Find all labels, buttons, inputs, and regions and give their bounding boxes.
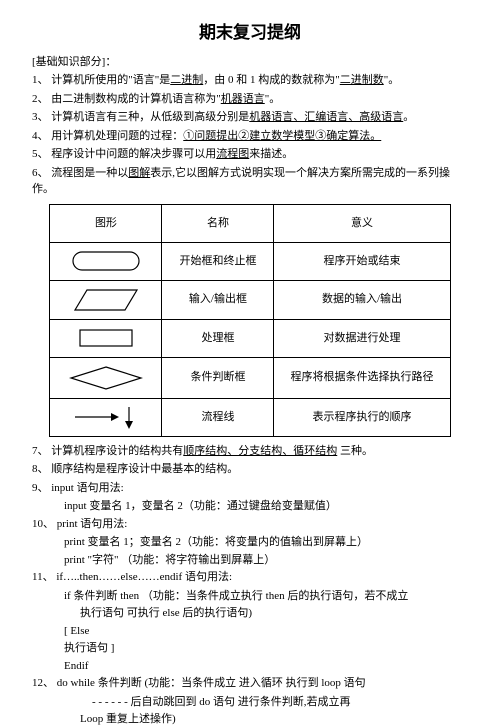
name-io: 输入/输出框 bbox=[162, 280, 274, 319]
item-5-a: 5、 程序设计中问题的解决步骤可以用 bbox=[32, 148, 216, 160]
process-icon bbox=[78, 328, 134, 348]
item-5-u: 流程图 bbox=[216, 148, 249, 160]
table-row: 输入/输出框 数据的输入/输出 bbox=[50, 280, 450, 319]
item-7: 7、 计算机程序设计的结构共有顺序结构、分支结构、循环结构 三种。 bbox=[32, 443, 468, 460]
item-12-line1: - - - - - - 后自动跳回到 do 语句 进行条件判断,若成立再 bbox=[32, 694, 468, 711]
table-row: 条件判断框 程序将根据条件选择执行路径 bbox=[50, 357, 450, 398]
item-4-a: 4、 用计算机处理问题的过程： bbox=[32, 130, 183, 142]
item-12-line2: Loop 重复上述操作) bbox=[32, 711, 468, 728]
item-11-line3: [ Else bbox=[32, 623, 468, 640]
item-5: 5、 程序设计中问题的解决步骤可以用流程图来描述。 bbox=[32, 146, 468, 163]
item-6-u: 图解 bbox=[128, 167, 150, 179]
table-header-row: 图形 名称 意义 bbox=[50, 204, 450, 242]
shape-process bbox=[50, 319, 162, 357]
item-10-line1: print 变量名 1；变量名 2（功能：将变量内的值输出到屏幕上） bbox=[32, 534, 468, 551]
flowchart-shapes-table: 图形 名称 意义 开始框和终止框 程序开始或结束 输入/输出框 数据的输入/输出… bbox=[49, 204, 450, 437]
section-header: [基础知识部分]： bbox=[32, 54, 468, 71]
table-row: 处理框 对数据进行处理 bbox=[50, 319, 450, 357]
table-row: 开始框和终止框 程序开始或结束 bbox=[50, 242, 450, 280]
item-1-u2: 二进制数 bbox=[340, 74, 384, 86]
item-6-a: 6、 流程图是一种以 bbox=[32, 167, 128, 179]
item-1-b: ，由 0 和 1 构成的数就称为" bbox=[203, 74, 340, 86]
flowline-icon bbox=[71, 405, 141, 429]
item-10: 10、 print 语句用法: bbox=[32, 516, 468, 533]
mean-io: 数据的输入/输出 bbox=[274, 280, 450, 319]
mean-process: 对数据进行处理 bbox=[274, 319, 450, 357]
item-2-b: "。 bbox=[265, 93, 281, 105]
item-3-u: 机器语言、汇编语言、高级语言 bbox=[249, 111, 403, 123]
table-row: 流程线 表示程序执行的顺序 bbox=[50, 398, 450, 436]
item-4-u: ①问题提出②建立数学模型③确定算法。 bbox=[183, 130, 381, 142]
item-8: 8、 顺序结构是程序设计中最基本的结构。 bbox=[32, 461, 468, 478]
th-shape: 图形 bbox=[50, 204, 162, 242]
io-icon bbox=[71, 287, 141, 313]
item-9-line1: input 变量名 1，变量名 2（功能：通过键盘给变量赋值） bbox=[32, 498, 468, 515]
th-name: 名称 bbox=[162, 204, 274, 242]
item-7-b: 三种。 bbox=[337, 445, 373, 457]
name-decision: 条件判断框 bbox=[162, 357, 274, 398]
shape-flowline bbox=[50, 398, 162, 436]
item-11-line2: 执行语句 可执行 else 后的执行语句) bbox=[32, 605, 468, 622]
shape-terminal bbox=[50, 242, 162, 280]
name-process: 处理框 bbox=[162, 319, 274, 357]
mean-flowline: 表示程序执行的顺序 bbox=[274, 398, 450, 436]
item-3-b: 。 bbox=[403, 111, 414, 123]
item-12: 12、 do while 条件判断 (功能：当条件成立 进入循环 执行到 loo… bbox=[32, 675, 468, 692]
item-1: 1、 计算机所使用的"语言"是二进制，由 0 和 1 构成的数就称为"二进制数"… bbox=[32, 72, 468, 89]
item-2: 2、 由二进制数构成的计算机语言称为"机器语言"。 bbox=[32, 91, 468, 108]
shape-io bbox=[50, 280, 162, 319]
item-4: 4、 用计算机处理问题的过程：①问题提出②建立数学模型③确定算法。 bbox=[32, 128, 468, 145]
item-10-line2: print "字符" （功能：将字符输出到屏幕上） bbox=[32, 552, 468, 569]
name-terminal: 开始框和终止框 bbox=[162, 242, 274, 280]
item-9: 9、 input 语句用法: bbox=[32, 480, 468, 497]
decision-icon bbox=[67, 364, 145, 392]
name-flowline: 流程线 bbox=[162, 398, 274, 436]
item-11-line4: 执行语句 ] bbox=[32, 640, 468, 657]
item-6: 6、 流程图是一种以图解表示,它以图解方式说明实现一个解决方案所需完成的一系列操… bbox=[32, 165, 468, 198]
mean-decision: 程序将根据条件选择执行路径 bbox=[274, 357, 450, 398]
th-meaning: 意义 bbox=[274, 204, 450, 242]
mean-terminal: 程序开始或结束 bbox=[274, 242, 450, 280]
item-1-u1: 二进制 bbox=[170, 74, 203, 86]
item-2-a: 2、 由二进制数构成的计算机语言称为" bbox=[32, 93, 221, 105]
terminal-icon bbox=[71, 250, 141, 272]
item-7-u: 顺序结构、分支结构、循环结构 bbox=[183, 445, 337, 457]
item-1-a: 1、 计算机所使用的"语言"是 bbox=[32, 74, 170, 86]
item-1-c: "。 bbox=[384, 74, 400, 86]
item-3-a: 3、 计算机语言有三种，从低级到高级分别是 bbox=[32, 111, 249, 123]
item-11-line1: if 条件判断 then （功能：当条件成立执行 then 后的执行语句，若不成… bbox=[32, 588, 468, 605]
page-title: 期末复习提纲 bbox=[32, 20, 468, 46]
item-2-u: 机器语言 bbox=[221, 93, 265, 105]
item-11-line5: Endif bbox=[32, 658, 468, 675]
item-5-b: 来描述。 bbox=[249, 148, 293, 160]
item-11: 11、 if…..then……else……endif 语句用法: bbox=[32, 569, 468, 586]
item-3: 3、 计算机语言有三种，从低级到高级分别是机器语言、汇编语言、高级语言。 bbox=[32, 109, 468, 126]
shape-decision bbox=[50, 357, 162, 398]
item-7-a: 7、 计算机程序设计的结构共有 bbox=[32, 445, 183, 457]
